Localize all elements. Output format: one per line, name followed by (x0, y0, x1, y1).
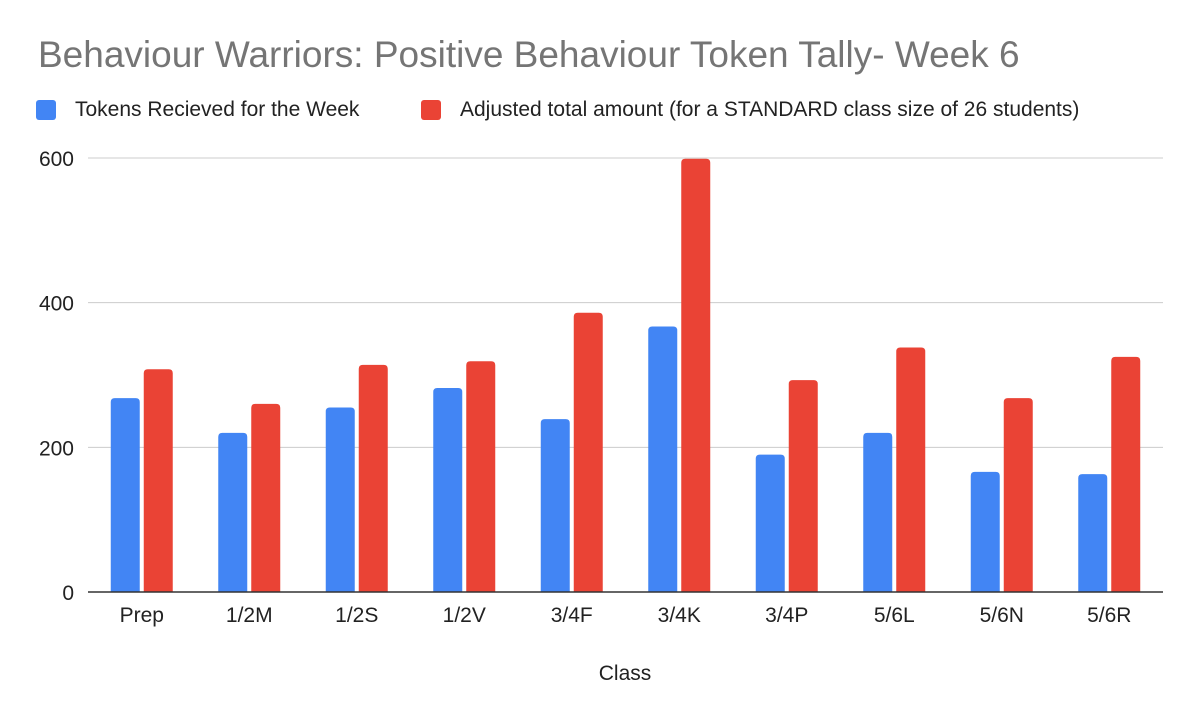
bar-adjusted-total[interactable] (466, 361, 496, 592)
y-tick-label: 0 (62, 582, 74, 605)
legend-label-tokens-received: Tokens Recieved for the Week (75, 98, 360, 121)
y-tick-label: 400 (39, 293, 74, 316)
bars (110, 158, 1141, 592)
x-tick-label: 1/2V (443, 604, 486, 627)
bar-tokens-received[interactable] (1078, 474, 1108, 592)
bar-adjusted-total[interactable] (1003, 398, 1033, 592)
bar-tokens-received[interactable] (755, 454, 785, 592)
legend-swatch-red (421, 100, 441, 120)
bar-tokens-received[interactable] (218, 432, 248, 592)
bar-adjusted-total[interactable] (788, 380, 818, 592)
bar-tokens-received[interactable] (863, 432, 893, 592)
gridlines (88, 157, 1163, 448)
x-axis-title: Class (599, 662, 652, 685)
bar-tokens-received[interactable] (540, 419, 570, 592)
bar-adjusted-total[interactable] (358, 364, 388, 592)
bar-tokens-received[interactable] (433, 388, 463, 592)
x-tick-label: Prep (120, 604, 164, 627)
bar-adjusted-total[interactable] (896, 347, 926, 592)
bar-tokens-received[interactable] (648, 326, 678, 592)
x-tick-label: 5/6N (980, 604, 1024, 627)
y-tick-label: 200 (39, 437, 74, 460)
x-tick-label: 1/2S (335, 604, 378, 627)
bar-adjusted-total[interactable] (251, 403, 281, 592)
bar-tokens-received[interactable] (325, 407, 355, 592)
x-tick-label: 1/2M (226, 604, 273, 627)
x-tick-label: 5/6R (1087, 604, 1131, 627)
y-tick-label: 600 (39, 148, 74, 171)
x-tick-label: 5/6L (874, 604, 915, 627)
bar-adjusted-total[interactable] (1111, 356, 1141, 592)
legend-swatch-blue (36, 100, 56, 120)
legend-item-tokens-received[interactable]: Tokens Recieved for the Week (36, 96, 359, 124)
legend-label-adjusted-total: Adjusted total amount (for a STANDARD cl… (460, 98, 1080, 121)
bar-adjusted-total[interactable] (681, 158, 711, 592)
bar-adjusted-total[interactable] (573, 312, 603, 592)
bar-tokens-received[interactable] (970, 471, 1000, 592)
x-tick-label: 3/4K (658, 604, 701, 627)
x-tick-label: 3/4P (765, 604, 808, 627)
bar-adjusted-total[interactable] (143, 369, 173, 592)
x-tick-label: 3/4F (551, 604, 593, 627)
legend-item-adjusted-total[interactable]: Adjusted total amount (for a STANDARD cl… (421, 96, 1079, 124)
bar-tokens-received[interactable] (110, 398, 140, 592)
axis-labels: 0 200 400 600 Prep 1/2M 1/2S 1/2V 3/4F 3/4K 3/4P 5/… (39, 148, 1131, 627)
chart-title: Behaviour Warriors: Positive Behaviour T… (38, 34, 1020, 75)
